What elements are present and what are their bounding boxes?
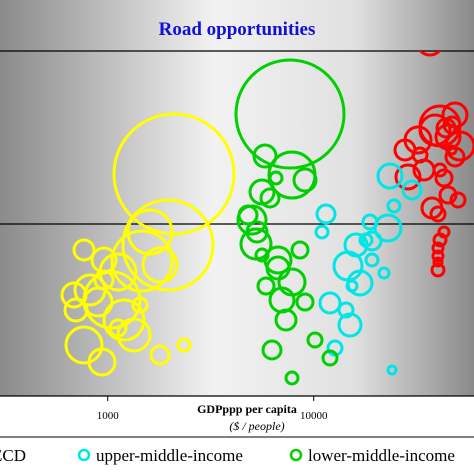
oecd-bubble [449, 191, 467, 209]
low-bubble [149, 344, 171, 366]
upper-bubble [386, 198, 402, 214]
upper-bubble [315, 203, 337, 225]
oecd-bubble [418, 51, 442, 57]
low-bubble [112, 112, 236, 236]
x-axis-label: GDPppp per capita [197, 402, 297, 416]
lower-bubble [284, 370, 300, 386]
oecd-bubble [434, 168, 454, 188]
low-bubble [102, 298, 146, 342]
lower-bubble [234, 58, 346, 170]
oecd-bubble [444, 146, 466, 168]
oecd-bubble [418, 113, 452, 147]
low-bubble [121, 198, 215, 292]
lower-bubble [259, 187, 281, 209]
low-bubble [176, 337, 192, 353]
legend-label-oecd: ECD [0, 446, 26, 465]
lower-bubble [321, 349, 339, 367]
lower-bubble [245, 220, 269, 244]
chart-title: Road opportunities [159, 19, 316, 40]
x-tick-label: 1000 [97, 410, 120, 422]
legend-marker-upper [77, 448, 91, 462]
lower-bubble [254, 247, 270, 263]
legend-label-lower: lower-middle-income [308, 446, 455, 465]
low-bubble [60, 281, 88, 309]
oecd-bubble [393, 138, 417, 162]
x-ticks: 1000 10000 [97, 396, 328, 422]
upper-bubble [364, 252, 380, 268]
legend-marker-lower [289, 448, 303, 462]
low-bubble [108, 318, 128, 338]
oecd-bubble [431, 241, 445, 255]
oecd-bubble [432, 256, 444, 268]
upper-bubble [377, 266, 391, 280]
oecd-bubble [394, 163, 422, 191]
low-bubble [72, 238, 96, 262]
legend-label-upper: upper-middle-income [96, 446, 243, 465]
upper-bubble [314, 224, 330, 240]
low-bubble [141, 246, 179, 284]
bubbles-layer [60, 51, 474, 386]
lower-bubble [256, 276, 276, 296]
oecd-bubble [437, 225, 451, 239]
low-bubble [64, 325, 104, 365]
upper-bubble [401, 179, 423, 201]
upper-bubble [361, 213, 379, 231]
legend: ECD upper-middle-income lower-middle-incom… [0, 446, 455, 465]
oecd-bubble [441, 101, 469, 129]
upper-bubble [376, 162, 404, 190]
upper-bubble [361, 230, 383, 252]
low-bubble [126, 208, 174, 256]
lower-bubble [292, 167, 318, 193]
x-axis-unit: ($ / people) [229, 419, 284, 433]
upper-bubble [358, 232, 374, 248]
oecd-bubble [430, 262, 446, 278]
upper-bubble [337, 312, 363, 338]
upper-bubble [386, 364, 398, 376]
upper-bubble [318, 291, 342, 315]
oecd-bubble [429, 205, 447, 223]
x-tick-label: 10000 [300, 410, 328, 422]
lower-bubble [268, 286, 296, 314]
lower-bubble [290, 240, 310, 260]
low-bubble [131, 296, 149, 314]
upper-bubble [337, 301, 355, 319]
title-band [0, 0, 474, 51]
lower-bubble [268, 170, 284, 186]
oecd-bubble [431, 249, 445, 263]
lower-bubble [237, 204, 259, 226]
low-bubble [87, 347, 117, 377]
oecd-bubble [444, 130, 474, 162]
upper-bubble [345, 279, 359, 293]
oecd-bubble [438, 185, 458, 205]
lower-bubble [306, 331, 324, 349]
axis-band [0, 396, 474, 436]
lower-bubble [295, 292, 315, 312]
lower-bubble [252, 143, 278, 169]
low-bubble [110, 229, 174, 293]
lower-bubble [261, 339, 283, 361]
